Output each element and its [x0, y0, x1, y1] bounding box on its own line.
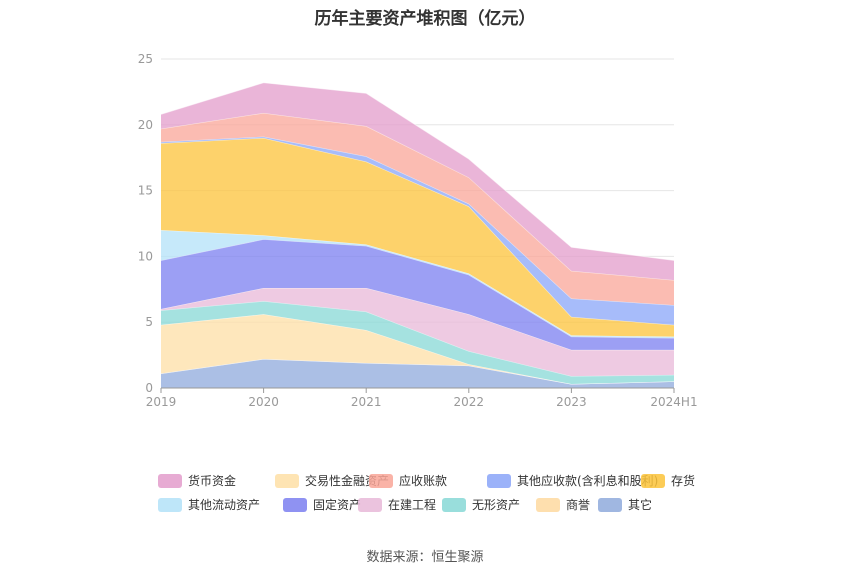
legend-label: 固定资产 — [313, 498, 362, 512]
legend-item[interactable]: 固定资产 — [283, 496, 361, 513]
legend-swatch — [158, 473, 182, 488]
legend-swatch — [598, 497, 622, 512]
legend-label: 存货 — [671, 474, 696, 488]
y-tick-label: 10 — [138, 249, 153, 263]
legend-label: 货币资金 — [188, 474, 237, 488]
x-tick-label: 2022 — [454, 395, 485, 409]
legend-swatch — [358, 497, 382, 512]
series-area — [161, 137, 674, 337]
legend-label: 其他应收款(含利息和股利) — [517, 474, 659, 488]
legend-item[interactable]: 无形资产 — [442, 496, 520, 513]
legend-swatch — [369, 473, 393, 488]
series-area — [161, 136, 674, 325]
legend-item[interactable]: 应收账款 — [369, 472, 447, 489]
legend-label: 交易性金融资产 — [305, 474, 390, 488]
series-area — [161, 301, 674, 385]
chart-title: 历年主要资产堆积图（亿元） — [314, 9, 536, 29]
x-tick-label: 2024H1 — [650, 395, 697, 409]
legend-item[interactable]: 货币资金 — [158, 472, 236, 489]
x-tick-label: 2020 — [248, 395, 279, 409]
legend-swatch — [536, 497, 560, 512]
series-line — [160, 82, 675, 261]
legend-item[interactable]: 其他流动资产 — [158, 496, 260, 513]
legend-item[interactable]: 在建工程 — [358, 496, 436, 513]
legend-label: 其它 — [628, 498, 653, 512]
legend-label: 应收账款 — [399, 474, 448, 488]
legend-item[interactable]: 商誉 — [536, 496, 590, 513]
x-tick-label: 2019 — [146, 395, 177, 409]
legend-item[interactable]: 交易性金融资产 — [275, 472, 389, 489]
series-area — [161, 314, 674, 385]
series-area — [161, 112, 674, 306]
legend-item[interactable]: 存货 — [641, 472, 695, 489]
y-tick-label: 5 — [145, 315, 153, 329]
y-tick-label: 25 — [138, 52, 153, 66]
series-area — [161, 359, 674, 388]
series-areas — [160, 82, 675, 388]
series-area — [161, 230, 674, 338]
legend-swatch — [442, 497, 466, 512]
legend-swatch — [275, 473, 299, 488]
legend-label: 其他流动资产 — [188, 498, 261, 512]
legend-swatch — [283, 497, 307, 512]
series-area — [161, 239, 674, 350]
legend-item[interactable]: 其他应收款(含利息和股利) — [487, 472, 658, 489]
legend-swatch — [641, 473, 665, 488]
series-area — [161, 82, 674, 281]
series-area — [161, 287, 674, 377]
legend-swatch — [158, 497, 182, 512]
legend-swatch — [487, 473, 511, 488]
data-source: 数据来源：恒生聚源 — [366, 550, 484, 565]
x-tick-label: 2023 — [556, 395, 587, 409]
legend-item[interactable]: 其它 — [598, 496, 652, 513]
legend-label: 无形资产 — [472, 498, 521, 512]
legend-label: 商誉 — [566, 498, 591, 512]
legend-label: 在建工程 — [388, 498, 437, 512]
y-tick-label: 15 — [138, 184, 153, 198]
y-tick-label: 0 — [145, 381, 153, 395]
y-tick-label: 20 — [138, 118, 153, 132]
x-tick-label: 2021 — [351, 395, 382, 409]
